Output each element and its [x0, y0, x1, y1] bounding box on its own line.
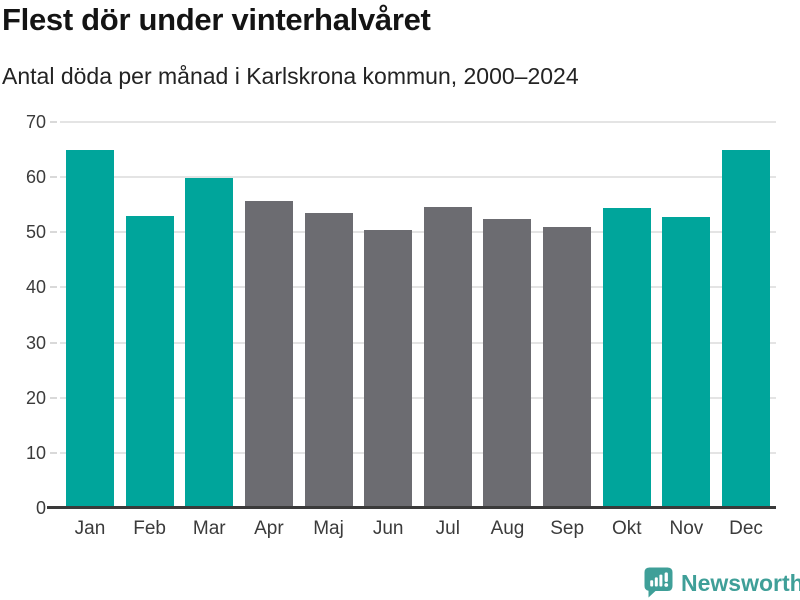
bar-aug — [483, 218, 532, 508]
y-tick-30 — [50, 341, 57, 344]
y-axis-label-70: 70 — [25, 112, 46, 132]
newsworthy-logo: Newsworthy — [644, 567, 800, 598]
gridline-50 — [60, 231, 776, 234]
x-axis-label-aug: Aug — [490, 518, 525, 539]
bar-jul — [423, 206, 472, 508]
y-axis-label-10: 10 — [25, 442, 46, 463]
y-tick-70 — [50, 121, 57, 123]
gridline-20 — [60, 396, 776, 399]
bar-jan — [66, 150, 114, 508]
y-axis-label-20: 20 — [25, 387, 46, 408]
x-axis-label-apr: Apr — [254, 518, 284, 539]
y-tick-20 — [50, 396, 57, 399]
chart-title: Flest dör under vinterhalvåret — [2, 2, 431, 37]
gridline-10 — [60, 451, 776, 454]
x-axis-label-mar: Mar — [192, 518, 226, 539]
y-axis-label-40: 40 — [25, 277, 46, 298]
x-axis-baseline — [47, 506, 776, 509]
bar-feb — [125, 216, 174, 508]
x-axis-label-okt: Okt — [611, 518, 642, 539]
y-axis-label-50: 50 — [25, 222, 46, 243]
y-tick-50 — [50, 231, 57, 234]
bar-maj — [304, 212, 353, 508]
x-axis-label-nov: Nov — [669, 518, 704, 539]
bar-jun — [364, 230, 413, 508]
bar-nov — [662, 216, 711, 508]
x-axis-label-feb: Feb — [133, 518, 166, 539]
chart-subtitle: Antal döda per månad i Karlskrona kommun… — [2, 63, 579, 89]
x-axis-label-maj: Maj — [313, 518, 344, 539]
bar-mar — [185, 178, 234, 508]
y-tick-40 — [50, 286, 57, 289]
gridline-30 — [60, 341, 776, 344]
y-axis-label-0: 0 — [35, 498, 46, 518]
x-axis-label-dec: Dec — [729, 518, 763, 539]
bar-chart-speech-bubble-icon — [644, 567, 673, 598]
bar-sep — [543, 226, 592, 508]
y-axis-label-60: 60 — [25, 167, 46, 188]
newsworthy-logo-text: Newsworthy — [681, 569, 800, 596]
y-tick-10 — [50, 451, 57, 454]
y-axis-label-30: 30 — [25, 332, 46, 353]
bar-okt — [602, 208, 651, 508]
x-axis-label-sep: Sep — [550, 518, 585, 539]
y-tick-60 — [50, 176, 57, 179]
gridline-40 — [60, 286, 776, 289]
x-axis-label-jun: Jun — [372, 518, 404, 539]
bar-dec — [722, 150, 771, 508]
x-axis-label-jan: Jan — [74, 518, 106, 539]
gridline-60 — [60, 176, 776, 179]
gridline-70 — [60, 121, 776, 123]
bar-apr — [244, 200, 293, 508]
x-axis-label-jul: Jul — [435, 518, 460, 539]
